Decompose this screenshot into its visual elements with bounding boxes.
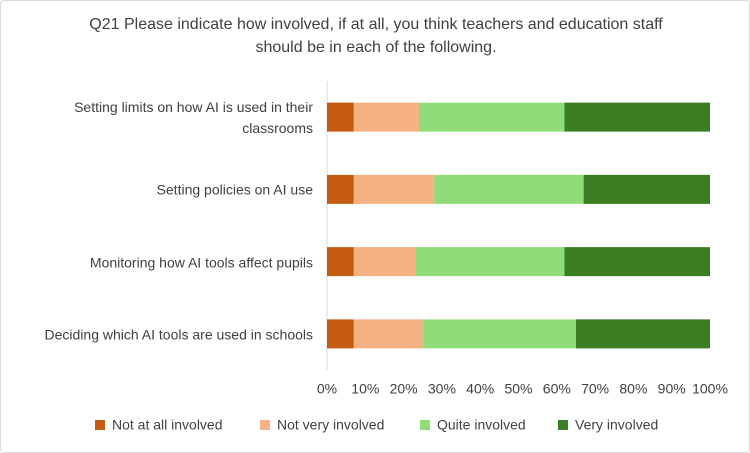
bar-segment	[422, 319, 576, 349]
legend-label: Quite involved	[437, 417, 526, 433]
y-tick-label: Setting policies on AI use	[156, 181, 313, 198]
x-tick-label: 50%	[504, 381, 532, 397]
x-tick-label: 100%	[692, 381, 728, 397]
x-tick-label: 80%	[619, 381, 647, 397]
bar-segment	[327, 319, 354, 349]
legend-label: Not very involved	[277, 417, 384, 433]
x-tick-label: 20%	[390, 381, 418, 397]
x-tick-label: 0%	[317, 381, 337, 397]
legend-marker	[558, 420, 568, 430]
legend-marker	[420, 420, 430, 430]
bar-segment	[418, 102, 565, 132]
bar-segment	[575, 319, 710, 349]
x-tick-label: 10%	[351, 381, 379, 397]
x-tick-label: 90%	[658, 381, 686, 397]
bar-segment	[564, 102, 710, 132]
bar-segment	[415, 247, 565, 277]
x-tick-label: 70%	[581, 381, 609, 397]
x-tick-label: 60%	[543, 381, 571, 397]
legend-label: Not at all involved	[112, 417, 223, 433]
bar-segment	[583, 174, 710, 204]
x-tick-label: 40%	[466, 381, 494, 397]
legend-marker	[95, 420, 105, 430]
chart-title: Q21 Please indicate how involved, if at …	[89, 16, 663, 56]
bar-segment	[327, 102, 354, 132]
bar-segment	[434, 174, 584, 204]
y-tick-label: Monitoring how AI tools affect pupils	[89, 254, 313, 271]
y-tick-label: Deciding which AI tools are used in scho…	[44, 326, 313, 343]
bar-segment	[564, 247, 710, 277]
bar-segment	[327, 174, 354, 204]
bar-segment	[353, 174, 435, 204]
legend-label: Very involved	[575, 417, 658, 433]
bar-segment	[353, 102, 419, 132]
bar-segment	[327, 247, 354, 277]
bar-segment	[353, 247, 416, 277]
legend-marker	[260, 420, 270, 430]
bar-segment	[353, 319, 423, 349]
y-tick-label: Setting limits on how AI is used in thei…	[74, 99, 313, 137]
x-tick-label: 30%	[428, 381, 456, 397]
